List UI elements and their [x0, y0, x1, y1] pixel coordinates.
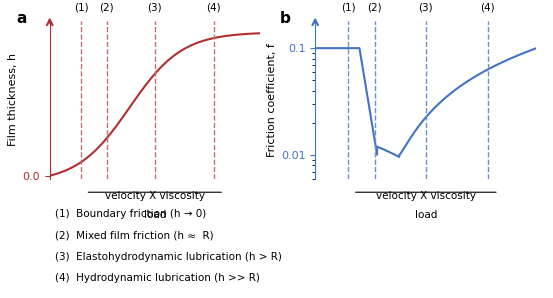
- Text: (3): (3): [148, 3, 162, 13]
- Y-axis label: Film thickness, h: Film thickness, h: [8, 53, 18, 146]
- Text: (4): (4): [206, 3, 221, 13]
- Text: (4)  Hydrodynamic lubrication (h >> R): (4) Hydrodynamic lubrication (h >> R): [55, 273, 260, 283]
- Text: b: b: [280, 11, 291, 27]
- Y-axis label: Friction coefficient, f: Friction coefficient, f: [267, 43, 276, 157]
- Text: load: load: [144, 210, 166, 221]
- Text: (1): (1): [74, 3, 88, 13]
- Text: (2): (2): [368, 3, 382, 13]
- Text: (3): (3): [419, 3, 433, 13]
- Text: (3)  Elastohydrodynamic lubrication (h > R): (3) Elastohydrodynamic lubrication (h > …: [55, 252, 282, 262]
- Text: (1)  Boundary friction (h → 0): (1) Boundary friction (h → 0): [55, 209, 207, 219]
- Text: velocity X viscosity: velocity X viscosity: [105, 191, 205, 201]
- Text: velocity X viscosity: velocity X viscosity: [376, 191, 476, 201]
- Text: (1): (1): [341, 3, 356, 13]
- Text: (4): (4): [481, 3, 495, 13]
- Text: (2): (2): [99, 3, 114, 13]
- Text: load: load: [415, 210, 437, 221]
- Text: a: a: [16, 11, 27, 27]
- Text: (2)  Mixed film friction (h ≈  R): (2) Mixed film friction (h ≈ R): [55, 230, 214, 240]
